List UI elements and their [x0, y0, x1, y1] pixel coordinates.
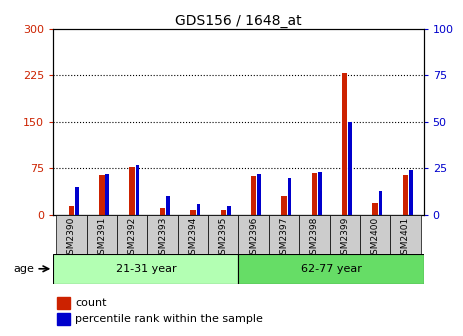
Bar — [257, 174, 261, 215]
Text: count: count — [75, 297, 107, 307]
Text: age: age — [14, 264, 35, 274]
Bar — [281, 196, 287, 215]
Bar — [56, 215, 87, 254]
Bar — [57, 297, 70, 308]
Bar — [288, 178, 291, 215]
Bar — [251, 176, 257, 215]
Bar — [360, 215, 390, 254]
Text: 62-77 year: 62-77 year — [300, 264, 362, 274]
Bar — [87, 215, 117, 254]
Text: GSM2394: GSM2394 — [188, 217, 197, 260]
Text: percentile rank within the sample: percentile rank within the sample — [75, 314, 263, 324]
Bar — [106, 174, 109, 215]
Text: GSM2395: GSM2395 — [219, 217, 228, 260]
Bar — [372, 203, 378, 215]
Bar — [220, 210, 226, 215]
Bar — [227, 206, 231, 215]
Text: GSM2393: GSM2393 — [158, 217, 167, 260]
Text: GSM2399: GSM2399 — [340, 217, 349, 260]
Bar — [197, 204, 200, 215]
Text: GSM2397: GSM2397 — [280, 217, 288, 260]
Text: GSM2401: GSM2401 — [401, 217, 410, 260]
Bar — [299, 215, 330, 254]
Text: GSM2400: GSM2400 — [370, 217, 380, 260]
Bar — [403, 175, 408, 215]
Bar — [409, 170, 413, 215]
Bar — [269, 215, 299, 254]
Bar — [330, 215, 360, 254]
Bar — [160, 208, 165, 215]
Bar — [75, 187, 79, 215]
Bar — [312, 173, 317, 215]
Bar — [99, 175, 105, 215]
Title: GDS156 / 1648_at: GDS156 / 1648_at — [175, 13, 302, 28]
Bar — [57, 313, 70, 325]
Bar — [178, 215, 208, 254]
Bar — [147, 215, 178, 254]
Bar — [190, 210, 196, 215]
Text: GSM2396: GSM2396 — [249, 217, 258, 260]
Bar — [318, 172, 322, 215]
Text: GSM2390: GSM2390 — [67, 217, 76, 260]
Bar — [136, 165, 139, 215]
Bar — [69, 206, 74, 215]
Text: 21-31 year: 21-31 year — [116, 264, 176, 274]
Bar — [348, 122, 352, 215]
Bar — [208, 215, 238, 254]
Bar — [53, 254, 238, 284]
Text: GSM2392: GSM2392 — [128, 217, 137, 260]
Bar — [117, 215, 147, 254]
Bar — [342, 73, 347, 215]
Bar — [238, 254, 424, 284]
Bar — [130, 167, 135, 215]
Text: GSM2391: GSM2391 — [97, 217, 106, 260]
Bar — [166, 196, 170, 215]
Bar — [238, 215, 269, 254]
Bar — [379, 191, 382, 215]
Bar — [390, 215, 420, 254]
Text: GSM2398: GSM2398 — [310, 217, 319, 260]
